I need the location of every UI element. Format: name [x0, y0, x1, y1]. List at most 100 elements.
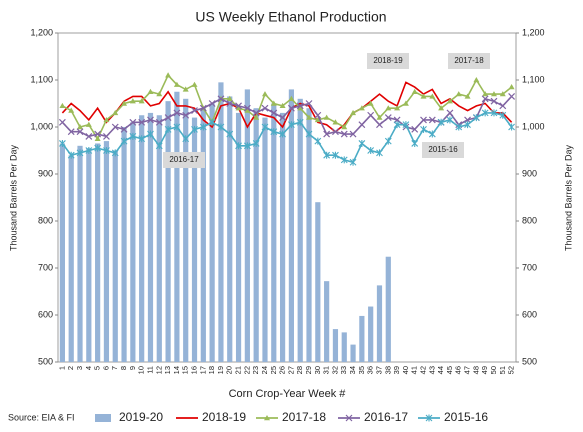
marker — [164, 114, 172, 122]
bar — [315, 202, 321, 362]
marker — [481, 109, 489, 117]
x-tick-label: 18 — [207, 366, 216, 374]
marker — [279, 114, 287, 122]
bar — [95, 143, 101, 362]
marker — [499, 91, 506, 97]
x-tick-label: 2 — [66, 366, 75, 370]
x-axis-title: Corn Crop-Year Week # — [229, 388, 347, 400]
marker — [411, 88, 418, 94]
marker — [94, 130, 102, 138]
marker — [350, 109, 357, 116]
marker — [85, 121, 92, 127]
x-tick-label: 43 — [427, 366, 436, 374]
marker — [358, 105, 365, 111]
marker — [341, 124, 348, 130]
marker — [103, 116, 110, 123]
bar — [262, 117, 268, 362]
bar — [209, 103, 215, 362]
x-tick-label: 25 — [269, 366, 278, 374]
marker — [77, 124, 84, 130]
marker — [473, 77, 480, 83]
marker — [323, 130, 331, 138]
marker — [508, 84, 515, 90]
x-tick-label: 13 — [163, 366, 172, 374]
bar — [103, 141, 110, 362]
marker — [85, 132, 93, 140]
y2-tick-label: 1,000 — [522, 121, 545, 131]
x-tick-label: 32 — [330, 366, 339, 374]
bar — [271, 103, 277, 362]
x-tick-label: 10 — [137, 366, 146, 374]
y2-tick-label: 1,200 — [522, 27, 545, 37]
marker — [508, 93, 516, 100]
x-tick-label: 44 — [436, 366, 445, 374]
marker — [270, 109, 278, 117]
marker — [156, 91, 163, 97]
plot-border — [57, 32, 517, 363]
bar — [77, 145, 83, 362]
y2-tick-label: 600 — [522, 309, 537, 319]
x-tick-label: 7 — [110, 366, 119, 370]
marker — [147, 116, 154, 124]
marker — [394, 105, 401, 111]
marker — [279, 102, 286, 109]
x-tick-label: 19 — [216, 366, 225, 374]
marker — [243, 142, 251, 150]
y-tick-label: 600 — [38, 309, 53, 319]
marker — [182, 111, 190, 119]
marker — [367, 147, 375, 154]
marker — [120, 125, 128, 133]
marker — [165, 72, 172, 78]
marker — [367, 100, 374, 106]
marker — [332, 128, 339, 136]
x-tick-label: 22 — [242, 366, 251, 374]
bar — [235, 112, 242, 363]
bar — [174, 91, 180, 362]
marker — [296, 102, 304, 110]
marker — [129, 118, 137, 126]
marker — [67, 128, 75, 136]
marker — [199, 104, 207, 112]
marker — [226, 100, 234, 107]
marker — [429, 93, 436, 99]
marker — [155, 118, 163, 126]
marker — [270, 100, 277, 106]
marker — [199, 123, 207, 131]
marker — [411, 125, 419, 133]
bar — [324, 281, 330, 362]
line — [62, 73, 513, 141]
bar — [244, 89, 250, 363]
annotation: 2018-19 — [373, 56, 403, 65]
x-tick-label: 21 — [234, 366, 243, 374]
x-tick-label: 24 — [260, 366, 269, 374]
bar — [376, 285, 383, 362]
bar — [147, 112, 154, 363]
x-tick-label: 5 — [93, 366, 102, 370]
marker — [314, 137, 322, 145]
marker — [103, 147, 110, 154]
bar — [156, 115, 162, 362]
marker — [111, 123, 119, 131]
marker — [85, 147, 93, 154]
x-tick-label: 46 — [454, 366, 463, 374]
x-tick-label: 50 — [489, 366, 498, 374]
marker — [323, 151, 331, 159]
marker — [296, 118, 304, 126]
marker — [455, 123, 463, 131]
x-tick-label: 14 — [172, 366, 181, 374]
marker — [261, 91, 268, 97]
y-tick-label: 800 — [38, 215, 53, 225]
x-tick-label: 26 — [278, 366, 287, 374]
bar — [165, 101, 171, 363]
x-tick-label: 20 — [225, 366, 234, 374]
marker — [138, 98, 145, 104]
marker — [349, 158, 357, 166]
legend-label: 2017-18 — [282, 410, 326, 424]
marker — [420, 93, 427, 99]
marker — [121, 100, 128, 106]
marker — [490, 91, 497, 97]
marker — [59, 102, 66, 109]
marker — [59, 139, 66, 147]
x-tick-label: 1 — [57, 366, 66, 370]
